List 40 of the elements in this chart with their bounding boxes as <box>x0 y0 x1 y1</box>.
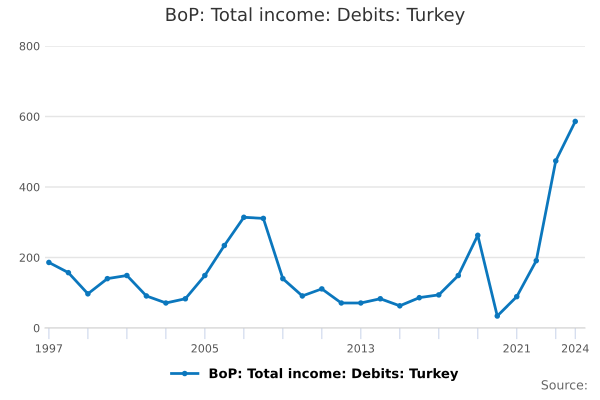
x-tick-label: 2013 <box>347 344 374 353</box>
point <box>436 292 442 298</box>
x-tick-label: 1997 <box>36 344 62 353</box>
x-tick-label: 2021 <box>503 344 530 353</box>
point <box>260 216 266 222</box>
point <box>572 118 578 124</box>
y-tick-label: 400 <box>19 182 40 192</box>
point <box>241 214 247 220</box>
point <box>456 272 462 278</box>
y-tick-label: 200 <box>20 253 40 262</box>
point <box>416 294 422 300</box>
x-tick-label: 2024 <box>562 344 589 353</box>
point <box>514 294 520 300</box>
point <box>300 293 306 299</box>
point <box>397 303 403 309</box>
point <box>163 300 169 306</box>
point <box>358 300 364 306</box>
point <box>280 276 286 282</box>
chart-title: BoP: Total income: Debits: Turkey <box>166 7 465 25</box>
source-note: Source: <box>542 380 587 390</box>
point <box>222 242 228 248</box>
point <box>202 272 208 278</box>
y-tick-label: 800 <box>20 42 40 50</box>
point <box>66 270 72 276</box>
point <box>378 296 384 302</box>
y-tick-label: 0 <box>34 324 40 332</box>
x-tick-label: 2005 <box>192 344 218 353</box>
point <box>182 296 188 302</box>
point <box>124 272 130 278</box>
point <box>104 276 110 282</box>
point <box>494 313 500 319</box>
point <box>319 286 325 292</box>
legend-label: BoP: Total income: Debits: Turkey <box>210 368 458 381</box>
point <box>46 260 52 266</box>
point <box>533 258 540 264</box>
point <box>338 300 344 306</box>
point <box>144 293 150 299</box>
point <box>85 291 91 297</box>
y-tick-label: 600 <box>20 112 40 121</box>
point <box>552 158 559 164</box>
